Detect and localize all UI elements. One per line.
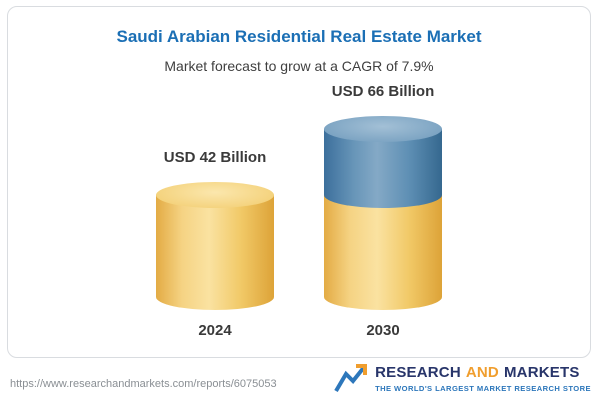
chart-card: Saudi Arabian Residential Real Estate Ma…: [7, 6, 591, 358]
report-url: https://www.researchandmarkets.com/repor…: [10, 378, 277, 390]
bar-group-2030: USD 66 Billion 2030: [324, 82, 442, 339]
data-label-2030: USD 66 Billion: [331, 82, 435, 100]
brand-name: RESEARCH AND MARKETS: [375, 364, 591, 381]
chart-subtitle: Market forecast to grow at a CAGR of 7.9…: [164, 58, 434, 74]
brand-word-markets: MARKETS: [503, 363, 580, 381]
bar-group-2024: USD 42 Billion 2024: [156, 148, 274, 339]
cylinder-2030-base-segment: [324, 194, 442, 310]
chart-title: Saudi Arabian Residential Real Estate Ma…: [116, 27, 482, 46]
category-label-2030: 2030: [366, 322, 400, 339]
cylinder-2024: [156, 181, 274, 310]
researchandmarkets-logo-mark: [334, 364, 368, 393]
category-label-2024: 2024: [198, 322, 232, 339]
cylinder-2030-growth-segment: [324, 115, 442, 208]
brand-word-and: AND: [465, 363, 499, 381]
cylinder-2024-base-segment: [156, 181, 274, 310]
cylinder-2030-top-cap: [324, 115, 442, 142]
researchandmarkets-logo: RESEARCH AND MARKETS THE WORLD'S LARGEST M…: [334, 363, 591, 393]
brand-word-research: RESEARCH: [375, 363, 461, 381]
plot-area: USD 42 Billion 2024 USD 66 Billion 2030: [8, 82, 590, 339]
cylinder-2024-top-cap: [156, 181, 274, 208]
brand-tagline: THE WORLD'S LARGEST MARKET RESEARCH STOR…: [375, 383, 591, 393]
cylinder-2030: [324, 115, 442, 310]
data-label-2024: USD 42 Billion: [163, 148, 267, 166]
footer: https://www.researchandmarkets.com/repor…: [10, 363, 591, 393]
